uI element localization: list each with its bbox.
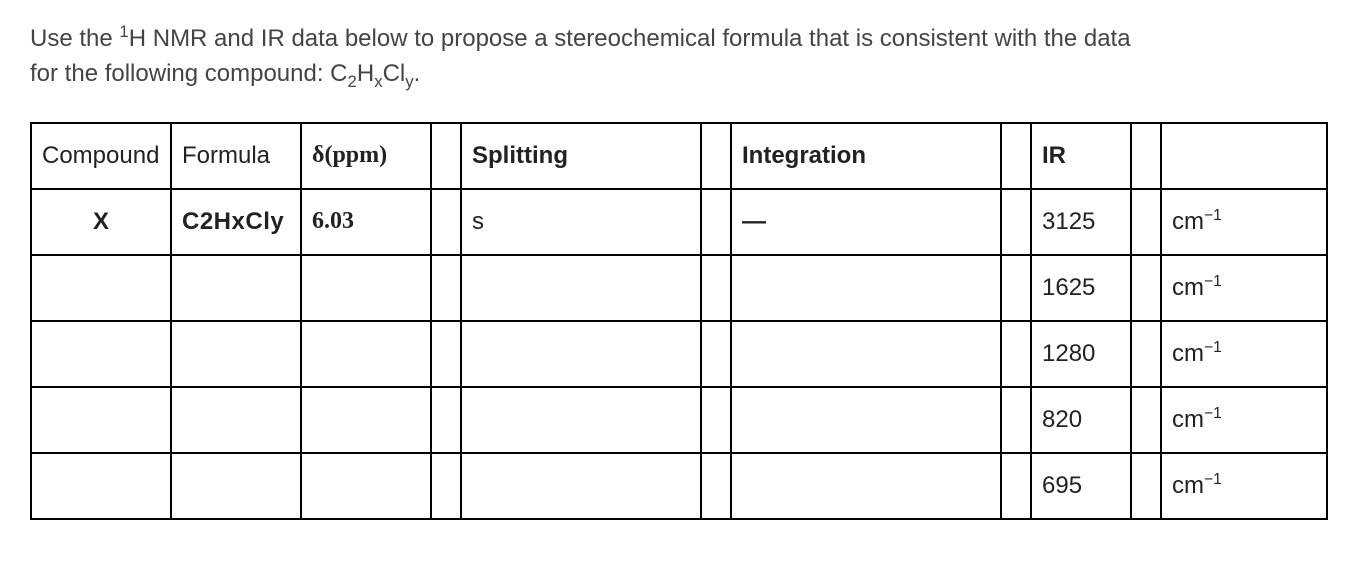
gap-cell (431, 453, 461, 519)
cell-empty (31, 321, 171, 387)
cell-splitting: s (461, 189, 701, 255)
cell-unit: cm−1 (1161, 255, 1327, 321)
cell-empty (301, 387, 431, 453)
header-ir: IR (1031, 123, 1131, 189)
gap-cell (1001, 123, 1031, 189)
gap-cell (701, 123, 731, 189)
header-unit (1161, 123, 1327, 189)
header-splitting: Splitting (461, 123, 701, 189)
gap-cell (431, 321, 461, 387)
cell-unit: cm−1 (1161, 321, 1327, 387)
cell-compound: X (31, 189, 171, 255)
gap-cell (1131, 123, 1161, 189)
cell-unit: cm−1 (1161, 453, 1327, 519)
cell-ir: 1625 (1031, 255, 1131, 321)
gap-cell (701, 387, 731, 453)
gap-cell (1131, 321, 1161, 387)
cell-formula: C2HxCly (171, 189, 301, 255)
gap-cell (1001, 387, 1031, 453)
gap-cell (1131, 189, 1161, 255)
prompt-text: Use the 1H NMR and IR data below to prop… (30, 25, 1131, 87)
cell-empty (31, 255, 171, 321)
table-row: 820 cm−1 (31, 387, 1327, 453)
question-prompt: Use the 1H NMR and IR data below to prop… (30, 20, 1326, 94)
cell-empty (171, 321, 301, 387)
cell-ir: 3125 (1031, 189, 1131, 255)
header-compound: Compound (31, 123, 171, 189)
cell-empty (731, 321, 1001, 387)
gap-cell (1001, 189, 1031, 255)
cell-empty (461, 321, 701, 387)
cell-unit: cm−1 (1161, 387, 1327, 453)
gap-cell (701, 255, 731, 321)
cell-empty (171, 255, 301, 321)
cell-ir: 1280 (1031, 321, 1131, 387)
data-table: Compound Formula δ(ppm) Splitting Integr… (30, 122, 1328, 520)
table-row: X C2HxCly 6.03 s — 3125 cm−1 (31, 189, 1327, 255)
gap-cell (431, 123, 461, 189)
gap-cell (1131, 255, 1161, 321)
gap-cell (701, 453, 731, 519)
cell-empty (31, 387, 171, 453)
cell-empty (731, 387, 1001, 453)
cell-empty (301, 453, 431, 519)
gap-cell (431, 189, 461, 255)
cell-empty (461, 387, 701, 453)
gap-cell (1001, 321, 1031, 387)
cell-empty (731, 255, 1001, 321)
cell-empty (731, 453, 1001, 519)
cell-empty (31, 453, 171, 519)
cell-empty (171, 453, 301, 519)
cell-ir: 820 (1031, 387, 1131, 453)
gap-cell (431, 387, 461, 453)
gap-cell (1131, 387, 1161, 453)
cell-empty (171, 387, 301, 453)
cell-unit: cm−1 (1161, 189, 1327, 255)
gap-cell (1001, 255, 1031, 321)
header-integration: Integration (731, 123, 1001, 189)
gap-cell (1131, 453, 1161, 519)
cell-empty (461, 255, 701, 321)
header-delta: δ(ppm) (301, 123, 431, 189)
gap-cell (431, 255, 461, 321)
table-header-row: Compound Formula δ(ppm) Splitting Integr… (31, 123, 1327, 189)
table-row: 695 cm−1 (31, 453, 1327, 519)
table-row: 1625 cm−1 (31, 255, 1327, 321)
cell-delta: 6.03 (301, 189, 431, 255)
cell-ir: 695 (1031, 453, 1131, 519)
cell-empty (301, 255, 431, 321)
cell-empty (301, 321, 431, 387)
header-formula: Formula (171, 123, 301, 189)
gap-cell (701, 189, 731, 255)
cell-empty (461, 453, 701, 519)
gap-cell (701, 321, 731, 387)
gap-cell (1001, 453, 1031, 519)
cell-integration: — (731, 189, 1001, 255)
table-row: 1280 cm−1 (31, 321, 1327, 387)
